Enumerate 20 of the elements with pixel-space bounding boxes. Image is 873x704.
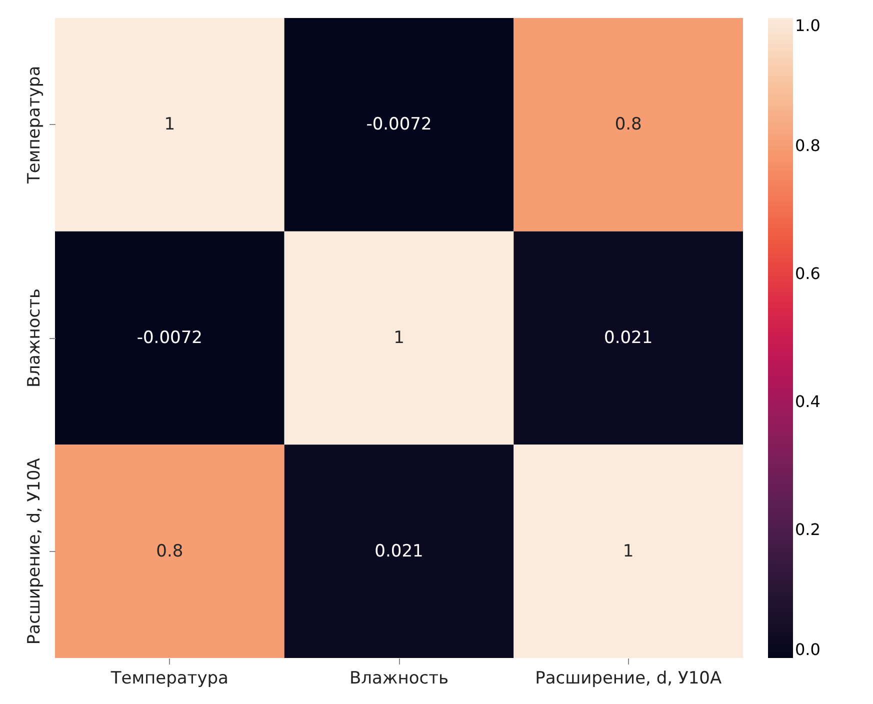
x-tick-label: Температура	[110, 668, 228, 688]
data-label: 0.021	[374, 541, 424, 562]
x-tick-label: Расширение, d, У10А	[535, 668, 722, 688]
color-bar-label: 0.4	[795, 392, 820, 411]
data-label: 1	[394, 328, 404, 348]
data-label: 1	[164, 114, 176, 135]
color-bar-label: 0.0	[795, 640, 820, 659]
x-tick-label: Влажность	[349, 668, 449, 688]
color-bar-label: 0.8	[795, 136, 820, 155]
color-bar-label: 1.0	[795, 16, 820, 35]
data-label: 1	[622, 541, 634, 562]
y-tick-label: Влажность	[24, 288, 44, 388]
data-label: 0.8	[156, 541, 184, 562]
data-label: -0.0072	[136, 328, 202, 348]
data-label: 0.021	[604, 328, 653, 348]
y-tick-label: Температура	[24, 66, 44, 184]
color-bar-label: 0.2	[795, 520, 820, 539]
data-label: -0.0072	[366, 114, 432, 135]
color-bar-label: 0.6	[795, 264, 820, 283]
data-label: 0.8	[614, 114, 642, 135]
